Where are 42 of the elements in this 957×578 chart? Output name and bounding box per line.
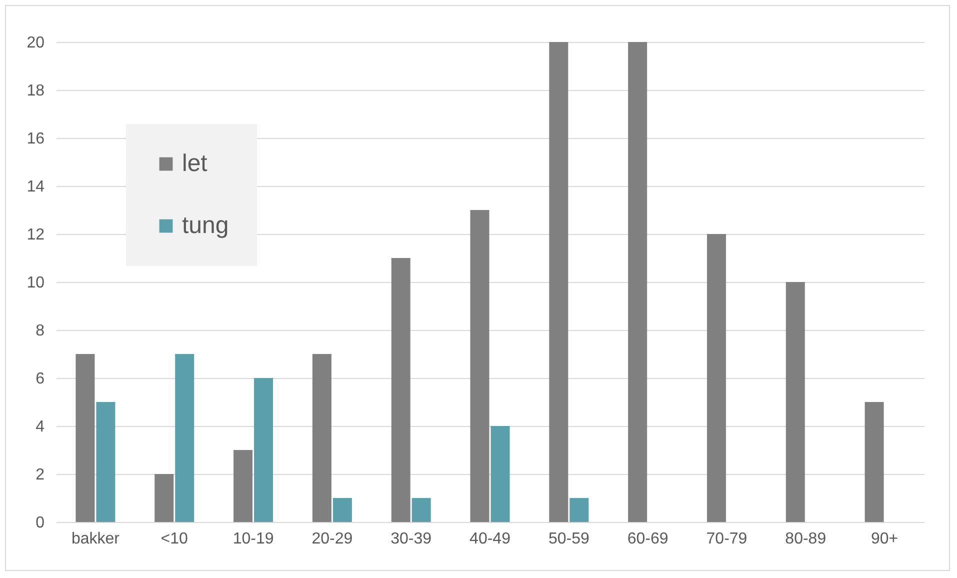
y-tick-label: 10 [26, 274, 45, 292]
y-tick-label: 20 [26, 34, 45, 52]
bar [628, 42, 648, 522]
x-tick-label: <10 [160, 530, 188, 548]
bar [234, 450, 253, 522]
y-tick-label: 14 [26, 178, 45, 196]
bar [154, 474, 174, 522]
bar [96, 402, 116, 522]
bar [312, 354, 332, 522]
y-tick-label: 6 [36, 370, 45, 388]
y-tick-label: 2 [36, 466, 45, 484]
bar [470, 210, 490, 522]
x-tick-label: 10-19 [232, 530, 274, 548]
bar [570, 498, 589, 522]
y-tick-label: 0 [36, 514, 45, 532]
bar [175, 354, 194, 522]
x-tick-label: 60-69 [627, 530, 668, 548]
legend-label: let [182, 150, 208, 177]
bar [391, 258, 410, 522]
y-tick-label: 4 [36, 418, 45, 436]
y-tick-label: 12 [26, 226, 45, 244]
bar [332, 498, 352, 522]
bar [254, 378, 274, 522]
bar [412, 498, 431, 522]
y-tick-label: 8 [36, 322, 45, 340]
x-tick-label: bakker [71, 530, 120, 548]
x-tick-label: 30-39 [390, 530, 432, 548]
bar [490, 426, 510, 522]
bar [786, 282, 805, 522]
bar [864, 402, 884, 522]
x-tick-label: 40-49 [470, 530, 511, 548]
y-tick-label: 16 [26, 130, 45, 148]
x-tick-label: 70-79 [706, 530, 748, 548]
bar [549, 42, 568, 522]
x-tick-label: 20-29 [312, 530, 353, 548]
x-tick-label: 90+ [870, 530, 898, 548]
x-tick-label: 50-59 [548, 530, 590, 548]
bar [706, 234, 726, 522]
bar [76, 354, 95, 522]
x-tick-label: 80-89 [785, 530, 826, 548]
legend-label: tung [182, 212, 229, 239]
y-tick-label: 18 [26, 82, 45, 100]
